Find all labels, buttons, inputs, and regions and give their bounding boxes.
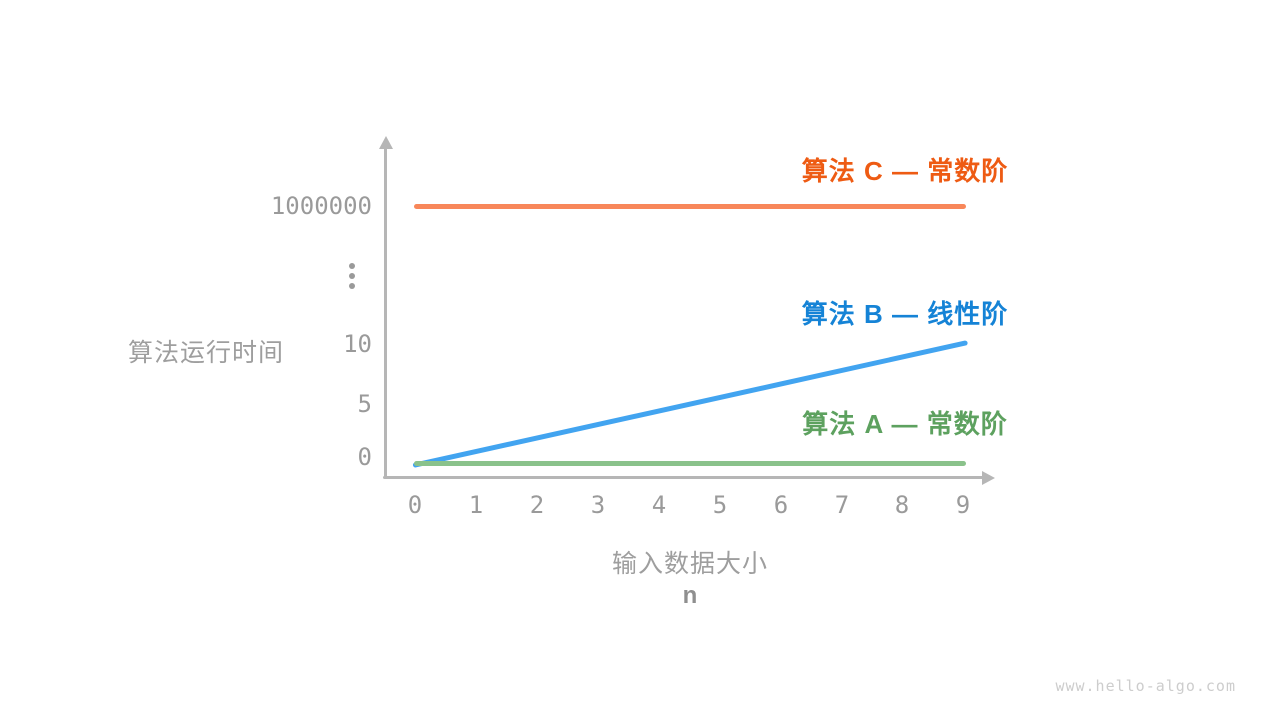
y-tick-0: 0 [357,443,372,471]
x-tick-5: 5 [712,491,728,519]
x-tick-2: 2 [529,491,545,519]
x-tick-9: 9 [955,491,971,519]
line-algorithm-a-constant [414,461,966,466]
y-tick-10: 10 [343,330,372,358]
x-tick-4: 4 [651,491,667,519]
x-tick-6: 6 [773,491,789,519]
series-label-algorithm-c: 算法 C — 常数阶 [801,156,1009,186]
x-tick-8: 8 [894,491,910,519]
ellipsis-dot [349,273,355,279]
y-tick-1000000: 1000000 [270,192,372,220]
x-axis-line [383,476,984,479]
y-axis-arrow-up-icon [379,136,393,149]
x-axis-title: 输入数据大小 [611,550,768,578]
y-axis-line [384,147,387,479]
x-tick-1: 1 [468,491,484,519]
series-label-algorithm-a: 算法 A — 常数阶 [802,409,1008,439]
y-axis-title: 算法运行时间 [128,339,285,367]
series-label-algorithm-b: 算法 B — 线性阶 [801,299,1009,329]
ellipsis-dot [349,283,355,289]
x-tick-7: 7 [834,491,850,519]
line-algorithm-c-constant [414,204,966,209]
x-axis-arrow-right-icon [982,471,995,485]
x-axis-subtitle-n: n [682,582,698,609]
x-tick-3: 3 [590,491,606,519]
y-tick-5: 5 [357,390,372,418]
watermark-url: www.hello-algo.com [1055,677,1236,695]
y-axis-ellipsis-vertical-icon [349,263,355,289]
ellipsis-dot [349,263,355,269]
x-tick-0: 0 [407,491,423,519]
